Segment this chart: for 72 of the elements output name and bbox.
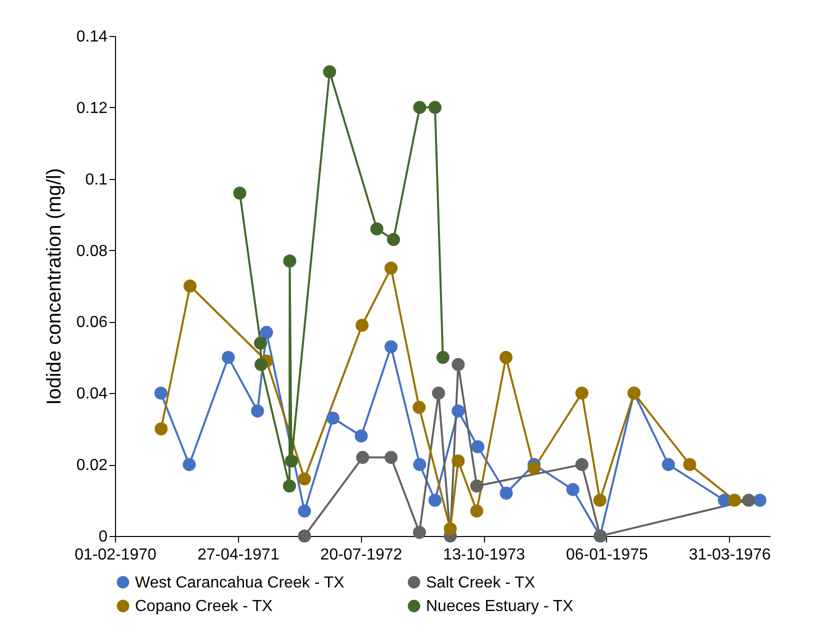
- point: [184, 279, 197, 293]
- point: [593, 494, 606, 507]
- point: [683, 458, 696, 472]
- point: [412, 400, 426, 414]
- point: [254, 336, 268, 350]
- point: [452, 404, 465, 418]
- point: [254, 358, 268, 372]
- point: [154, 422, 168, 436]
- y-tick-label: 0.08: [76, 242, 108, 260]
- point: [154, 386, 168, 400]
- point: [298, 529, 311, 543]
- x-tick-label: 31-03-1976: [688, 546, 771, 564]
- y-tick-label: 0.1: [85, 171, 108, 188]
- point: [452, 454, 465, 468]
- point: [428, 494, 442, 507]
- point: [728, 494, 742, 507]
- point: [283, 254, 296, 268]
- x-tick-label: 27-04-1971: [197, 546, 280, 564]
- legend-label: West Carancahua Creek - TX: [135, 574, 345, 592]
- x-tick-label: 13-10-1973: [443, 546, 526, 564]
- point: [251, 404, 264, 418]
- point: [384, 262, 398, 275]
- point: [413, 100, 426, 114]
- point: [753, 494, 766, 507]
- point: [384, 340, 398, 354]
- y-tick-label: 0: [98, 528, 108, 546]
- point: [326, 412, 340, 425]
- legend-label: Copano Creek - TX: [135, 598, 273, 615]
- y-tick-label: 0.02: [76, 457, 108, 474]
- point: [575, 458, 588, 472]
- point: [386, 233, 400, 246]
- x-tick-label: 06-01-1975: [566, 546, 648, 564]
- point: [282, 479, 296, 493]
- point: [499, 350, 512, 364]
- point: [436, 350, 450, 364]
- point: [452, 358, 465, 372]
- point: [662, 458, 675, 472]
- x-tick-label: 20-07-1972: [320, 546, 402, 564]
- point: [384, 450, 398, 464]
- legend-label: Nueces Estuary - TX: [426, 598, 574, 615]
- y-tick-label: 0.14: [76, 28, 108, 46]
- y-tick-label: 0.12: [76, 100, 108, 117]
- point: [428, 100, 442, 114]
- point: [470, 504, 484, 518]
- point: [500, 486, 513, 500]
- y-tick-label: 0.06: [76, 314, 108, 332]
- x-tick-label: 01-02-1970: [74, 546, 157, 564]
- point: [470, 479, 484, 493]
- y-axis-title: Iodide concentration (mg/l): [43, 168, 66, 405]
- point: [284, 454, 298, 468]
- point: [432, 386, 446, 400]
- point: [182, 458, 196, 472]
- point: [413, 458, 426, 472]
- point: [370, 222, 384, 236]
- point: [528, 462, 541, 475]
- point: [323, 65, 336, 78]
- point: [354, 429, 368, 443]
- point: [444, 522, 457, 536]
- point: [222, 350, 235, 364]
- legend-label: Salt Creek - TX: [426, 574, 536, 592]
- point: [742, 494, 756, 507]
- point: [566, 483, 580, 496]
- point: [471, 440, 484, 454]
- point: [356, 450, 370, 464]
- point: [233, 186, 246, 200]
- point: [412, 526, 426, 539]
- point: [260, 326, 274, 339]
- y-tick-label: 0.04: [76, 386, 108, 403]
- point: [298, 504, 311, 518]
- point: [356, 318, 369, 332]
- point: [298, 472, 311, 486]
- point: [575, 386, 588, 400]
